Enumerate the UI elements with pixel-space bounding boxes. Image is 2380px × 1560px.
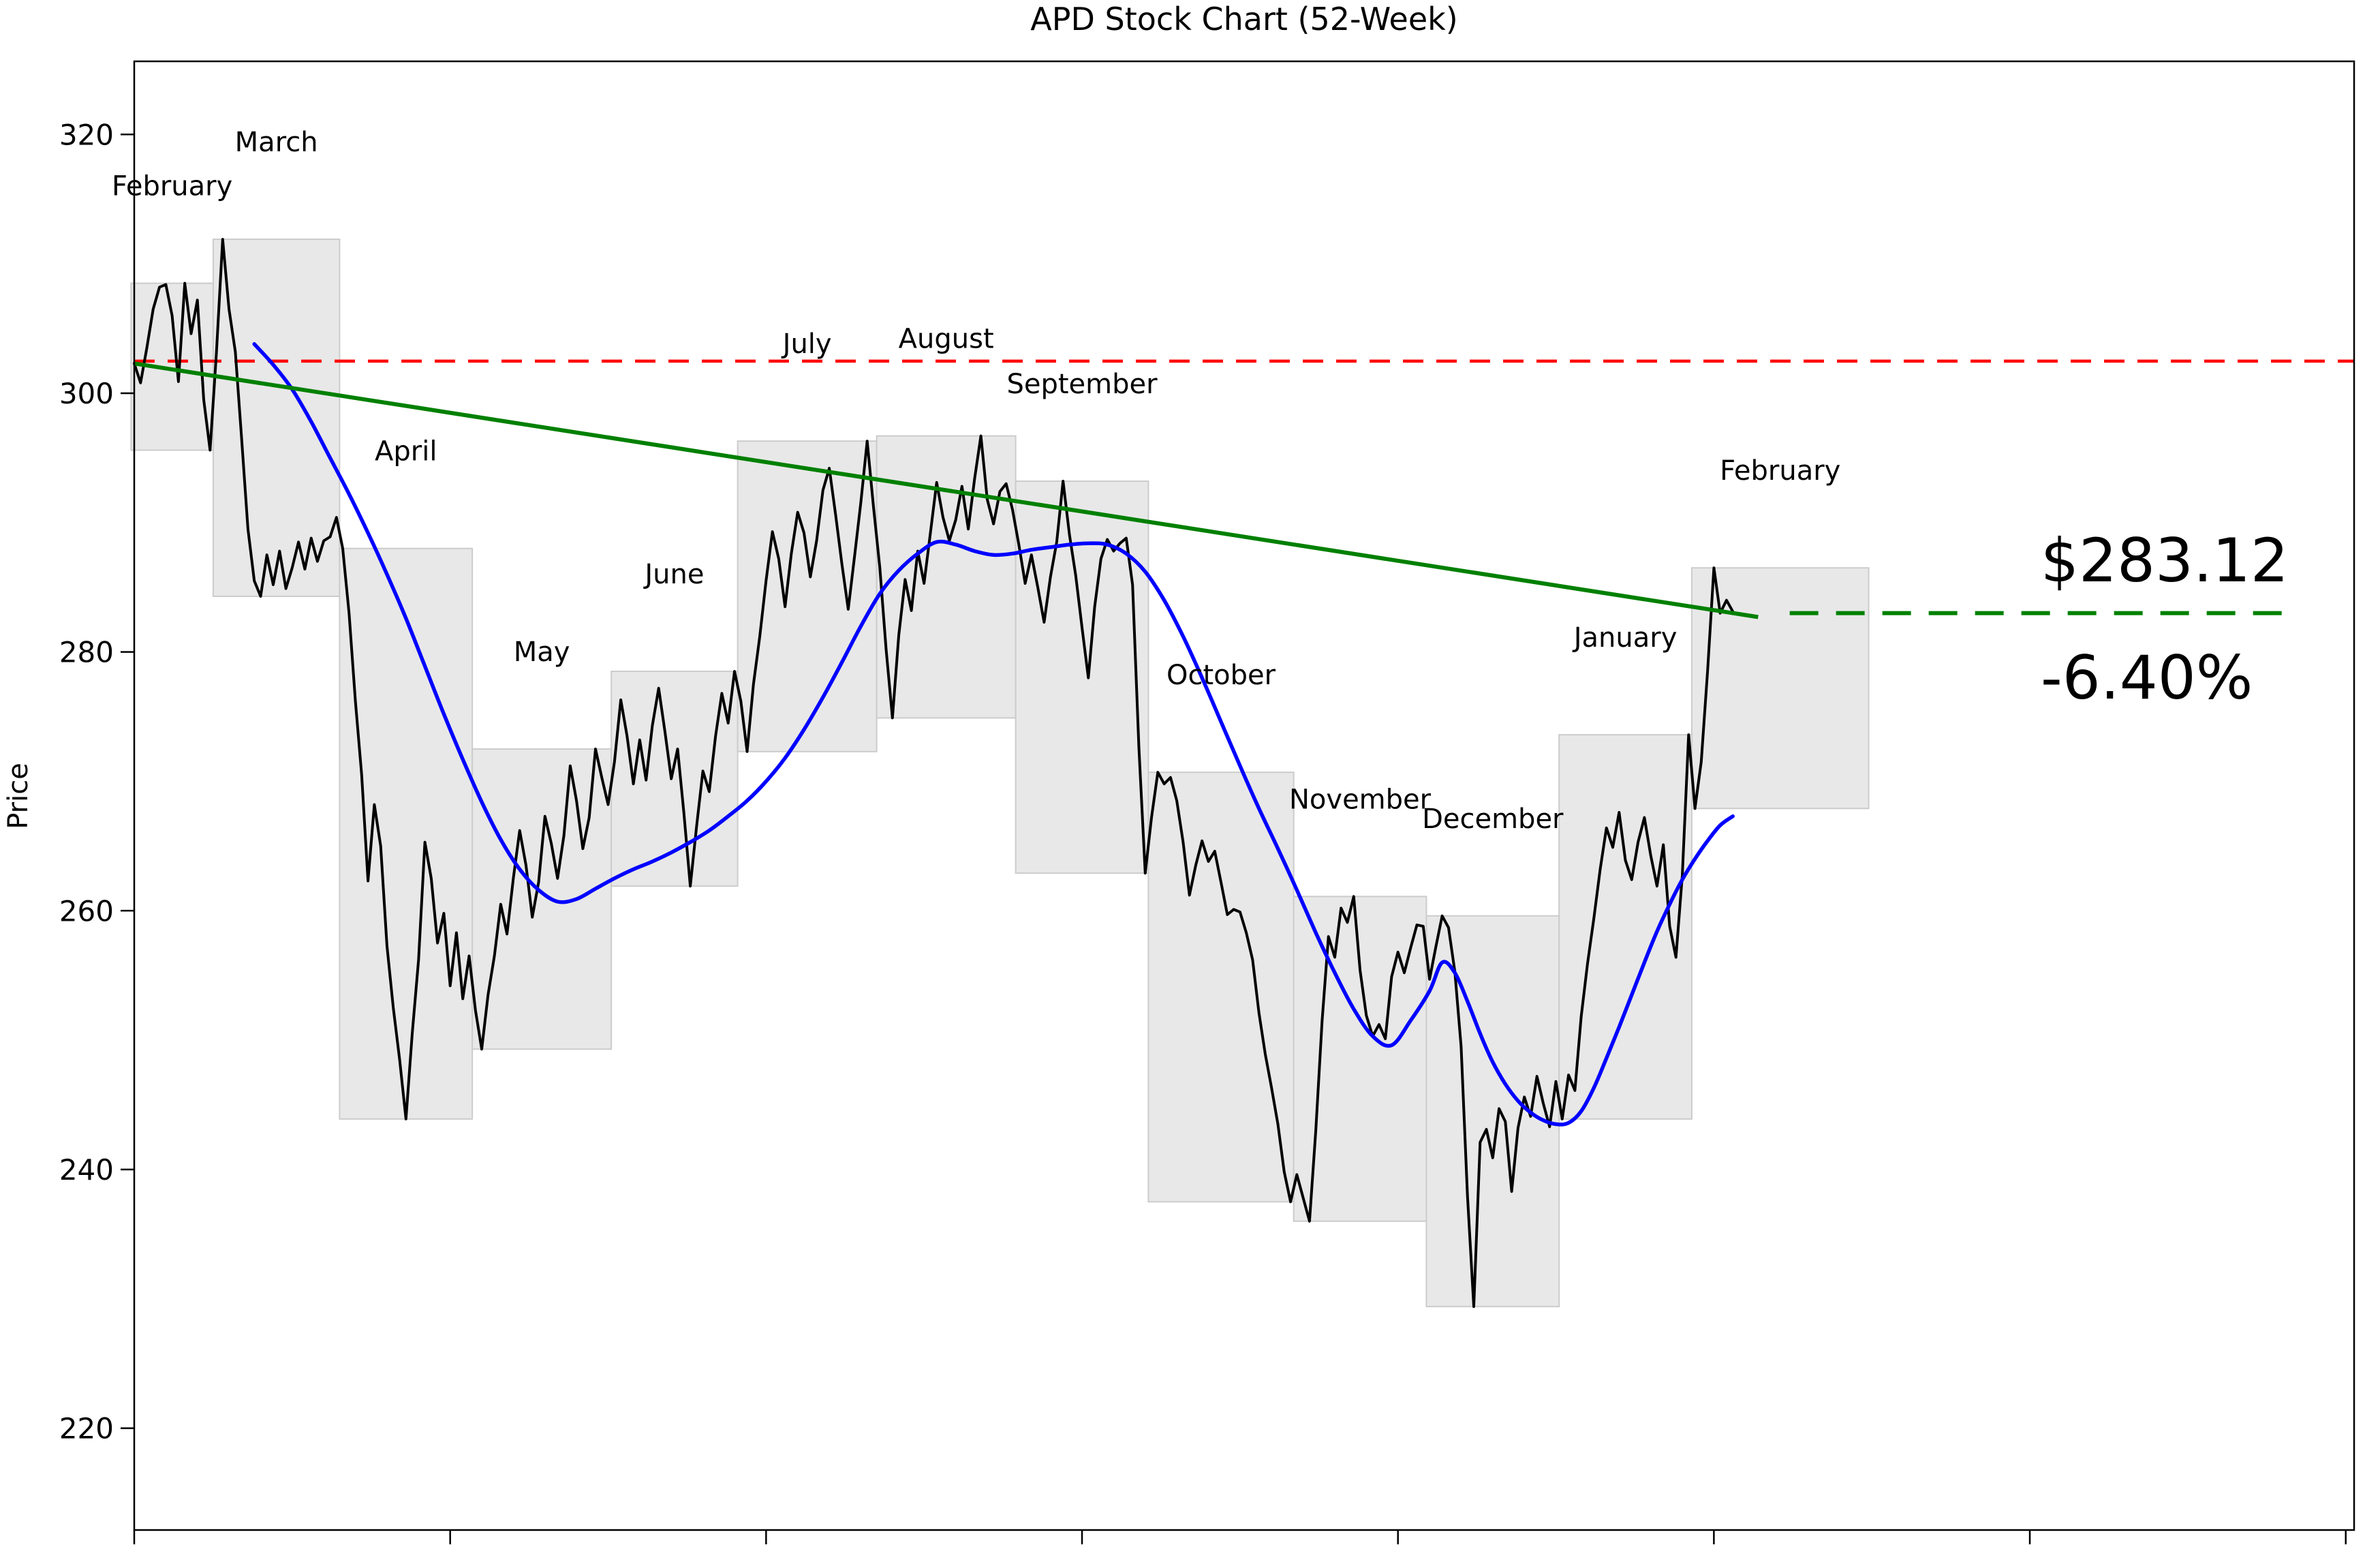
y-tick-label: 220	[59, 1412, 114, 1446]
month-label-january: January	[1572, 622, 1678, 654]
percent-change-annotation: -6.40%	[2041, 643, 2253, 713]
month-box-march	[212, 239, 341, 597]
month-label-february: February	[1720, 455, 1840, 487]
month-label-february: February	[112, 171, 232, 202]
y-tick-label: 260	[59, 894, 114, 928]
month-range-boxes	[130, 239, 1870, 1308]
month-box-july	[737, 440, 878, 752]
month-label-march: March	[235, 127, 318, 158]
month-box-june	[611, 671, 739, 887]
month-label-november: November	[1289, 784, 1432, 815]
month-label-july: July	[781, 328, 832, 360]
y-tick-label: 280	[59, 636, 114, 669]
month-label-september: September	[1006, 369, 1158, 400]
y-tick-label: 320	[59, 118, 114, 151]
axes-and-ticks: 320 300 280 260 240 220	[59, 60, 2355, 1544]
price-line-group	[133, 238, 1735, 1309]
month-box-april	[339, 547, 474, 1120]
y-tick-label: 240	[59, 1153, 114, 1187]
month-label-december: December	[1422, 804, 1564, 835]
month-box-september	[1015, 480, 1149, 874]
month-label-june: June	[643, 559, 704, 590]
y-tick-label: 300	[59, 377, 114, 410]
month-label-august: August	[899, 324, 994, 355]
moving-average-line	[252, 342, 1735, 1127]
month-label-october: October	[1166, 660, 1276, 691]
month-box-october	[1147, 771, 1295, 1203]
chart-title: APD Stock Chart (52-Week)	[1030, 1, 1457, 37]
month-label-april: April	[375, 436, 437, 468]
month-box-may	[472, 748, 613, 1050]
month-label-may: May	[514, 637, 570, 668]
trend-line	[134, 361, 1759, 620]
moving-average-group	[252, 342, 1735, 1127]
y-axis-label: Price	[3, 763, 34, 829]
last-price-annotation: $283.12	[2041, 525, 2289, 596]
month-box-december	[1425, 915, 1560, 1308]
month-box-august	[876, 435, 1017, 719]
month-box-january	[1558, 734, 1693, 1120]
price-line	[133, 238, 1735, 1309]
trend-line-group	[134, 361, 2289, 620]
plot-spines	[133, 60, 2355, 1531]
month-box-november	[1293, 896, 1427, 1222]
